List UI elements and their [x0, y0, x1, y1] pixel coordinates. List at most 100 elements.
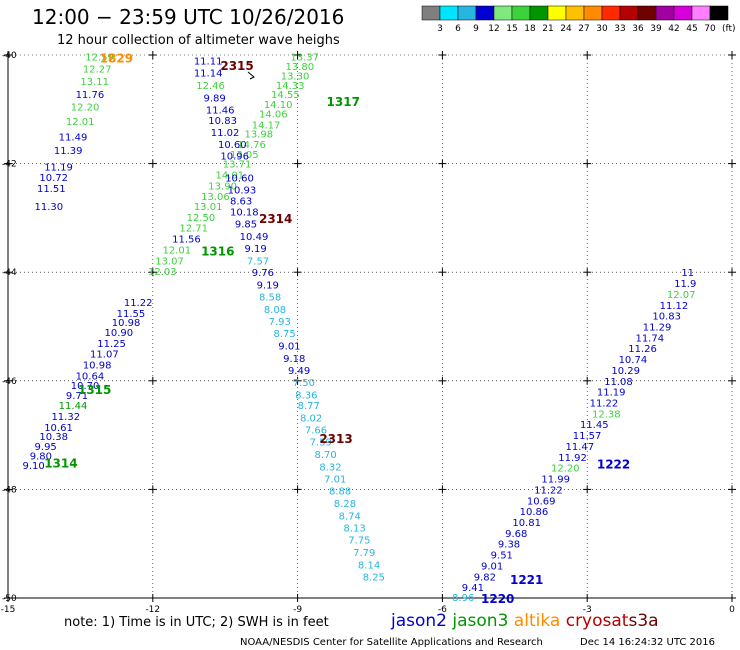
wave-height-value: 12.01	[66, 117, 95, 128]
wave-height-value: 11.22	[124, 298, 153, 309]
wave-height-value: 9.71	[66, 391, 88, 402]
satellite-cryosat: cryosat	[560, 611, 628, 631]
wave-height-value: 10.98	[112, 318, 141, 329]
chart-title: 12:00 − 23:59 UTC 10/26/2016	[32, 5, 344, 29]
wave-height-value: 14.10	[264, 100, 293, 111]
satellite-legend: jason2 jason3 altika cryosats3a	[390, 611, 659, 631]
colorbar-label: 33	[614, 24, 625, 34]
colorbar-label: 45	[686, 24, 697, 34]
pass-label: 1220	[481, 592, 514, 606]
wave-height-value: 9.82	[474, 572, 496, 583]
wave-height-value: 9.01	[278, 342, 300, 353]
wave-height-value: 13.80	[286, 62, 315, 73]
wave-height-value: 11.99	[541, 475, 570, 486]
wave-height-value: 11.32	[51, 412, 80, 423]
wave-height-value: 10.98	[83, 361, 112, 372]
pass-label: 1317	[327, 95, 360, 109]
wave-height-value: 14.01	[216, 170, 245, 181]
wave-height-value: 8.74	[339, 511, 361, 522]
wave-height-value: 7.79	[353, 548, 375, 559]
wave-height-value: 13.01	[194, 202, 223, 213]
wave-height-value: 8.63	[230, 197, 252, 208]
wave-height-value: 9.18	[283, 354, 305, 365]
wave-height-value: 13.98	[245, 130, 274, 141]
y-tick-label: -42	[2, 160, 17, 170]
colorbar-label: 27	[578, 24, 589, 34]
lat-lon-grid	[4, 51, 736, 602]
wave-height-value: 9.51	[491, 551, 513, 562]
colorbar-swatch	[673, 5, 693, 21]
wave-height-value: 10.38	[39, 432, 68, 443]
colorbar-label: 6	[455, 24, 461, 34]
wave-height-value: 12.38	[592, 409, 621, 420]
wave-height-value: 10.69	[527, 496, 556, 507]
wave-height-value: 10.70	[71, 381, 100, 392]
wave-height-value: 8.77	[298, 401, 320, 412]
colorbar-swatch	[421, 5, 441, 21]
colorbar-swatch	[565, 5, 585, 21]
wave-height-value: 8.14	[358, 560, 380, 571]
wave-height-value: 7.57	[247, 256, 269, 267]
pass-label: 1316	[201, 244, 234, 258]
wave-height-value: 12.20	[551, 464, 580, 475]
wave-height-value: 11.08	[604, 377, 633, 388]
wave-height-value: 10.81	[512, 518, 541, 529]
x-tick-label: -3	[583, 605, 592, 615]
wave-height-value: 9.68	[505, 529, 527, 540]
wave-height-value: 11.51	[37, 184, 66, 195]
wave-height-value: 11.39	[54, 146, 83, 157]
wave-height-value: 9.95	[35, 442, 57, 453]
satellite-jason2: jason2	[390, 611, 447, 631]
footnote: note: 1) Time is in UTC; 2) SWH is in fe…	[64, 615, 329, 630]
wave-height-value: 12.01	[162, 245, 191, 256]
wave-height-value: 10.60	[218, 140, 247, 151]
wave-height-value: 11.47	[565, 442, 594, 453]
pass-label: 1221	[510, 573, 543, 587]
wave-height-value: 12.71	[179, 224, 208, 235]
x-tick-label: -6	[438, 605, 447, 615]
wave-height-value: 10.64	[76, 371, 105, 382]
wave-height-value: 11.11	[194, 56, 223, 67]
wave-height-value: 12.27	[83, 65, 112, 76]
wave-height-value: 9.49	[288, 366, 310, 377]
colorbar-swatch	[547, 5, 567, 21]
wave-height-value: 13.71	[223, 160, 252, 171]
wave-height-value: 11.12	[660, 301, 689, 312]
wave-height-value: 11.26	[628, 344, 657, 355]
wave-height-value: 10.93	[228, 186, 257, 197]
colorbar-swatch	[439, 5, 459, 21]
wave-height-value: 9.89	[203, 93, 225, 104]
wave-height-value: 11.02	[211, 128, 240, 139]
credit-organization: NOAA/NESDIS Center for Satellite Applica…	[240, 637, 543, 648]
arrow-marker	[247, 71, 255, 80]
satellite-s3a: s3a	[628, 611, 658, 631]
y-tick-label: -50	[2, 594, 17, 604]
wave-height-value: 13.30	[281, 72, 310, 83]
colorbar-label: 39	[650, 24, 662, 34]
wave-height-value: 8.13	[343, 523, 365, 534]
wave-height-value: 8.96	[452, 593, 474, 604]
wave-height-value: 8.70	[314, 450, 336, 461]
colorbar-label: 15	[506, 24, 517, 34]
wave-height-value: 9.10	[22, 461, 44, 472]
wave-height-value: 9.19	[245, 244, 267, 255]
wave-height-value: 10.61	[44, 423, 73, 434]
wave-height-value: 13.07	[155, 256, 184, 267]
wave-height-value: 11.55	[117, 309, 146, 320]
colorbar-unit: (ft)	[722, 24, 736, 34]
colorbar-swatch	[493, 5, 513, 21]
wave-height-value: 8.28	[334, 499, 356, 510]
x-tick-label: -15	[1, 605, 16, 615]
wave-height-values: 9.109.809.9510.3810.6111.3211.449.7110.7…	[22, 53, 696, 604]
colorbar-swatch	[529, 5, 549, 21]
pass-label: 1314	[44, 456, 77, 470]
wave-height-value: 9.38	[498, 540, 520, 551]
wave-height-value: 11.45	[580, 420, 609, 431]
wave-height-value: 10.18	[230, 207, 259, 218]
wave-height-value: 11.44	[59, 401, 88, 412]
wave-height-value: 10.83	[652, 312, 681, 323]
y-tick-label: -46	[2, 377, 17, 387]
wave-height-value: 11.19	[597, 388, 626, 399]
wave-height-value: 12.20	[71, 103, 100, 114]
